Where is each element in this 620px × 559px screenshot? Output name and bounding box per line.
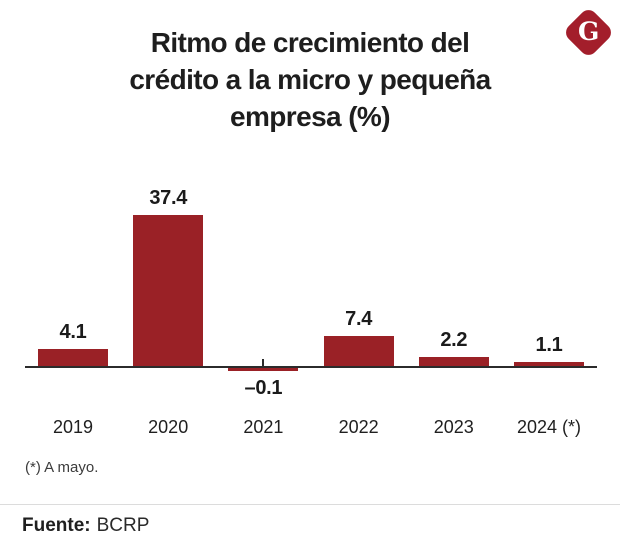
- chart-title-line-1: Ritmo de crecimiento del: [150, 27, 470, 58]
- x-axis-label: 2019: [52, 417, 94, 437]
- x-axis-label: 2024 (*): [516, 417, 582, 437]
- x-axis-label: 2020: [148, 417, 189, 437]
- x-axis-label: 2022: [338, 417, 379, 437]
- bar-value-label: 7.4: [345, 308, 373, 330]
- bar-value-label: 37.4: [149, 187, 188, 209]
- x-axis-line: [25, 366, 597, 368]
- x-axis-label: 2023: [433, 417, 474, 437]
- x-axis-tick: [262, 359, 265, 366]
- bar-2022: [323, 336, 394, 366]
- bar-2021: [228, 368, 299, 371]
- bar-value-label: –0.1: [244, 377, 283, 399]
- source-line: Fuente: BCRP: [22, 515, 149, 537]
- x-axis-label: 2021: [243, 417, 284, 437]
- chart-title-line-2: crédito a la micro y pequeña: [129, 64, 491, 95]
- bar-value-label: 2.2: [440, 329, 468, 351]
- bar-value-label: 4.1: [59, 321, 87, 343]
- bar-2019: [38, 349, 108, 366]
- bar-2020: [133, 215, 204, 366]
- bar-2024 (*): [514, 362, 584, 366]
- bar-value-label: 1.1: [535, 334, 563, 356]
- chart-title-line-3: empresa (%): [230, 101, 391, 132]
- chart-title: Ritmo de crecimiento del crédito a la mi…: [30, 24, 590, 135]
- bar-2023: [418, 357, 489, 366]
- source-value: BCRP: [96, 515, 150, 536]
- divider-line: [0, 504, 620, 505]
- source-label: Fuente:: [22, 515, 91, 536]
- footnote: (*) A mayo.: [25, 459, 99, 476]
